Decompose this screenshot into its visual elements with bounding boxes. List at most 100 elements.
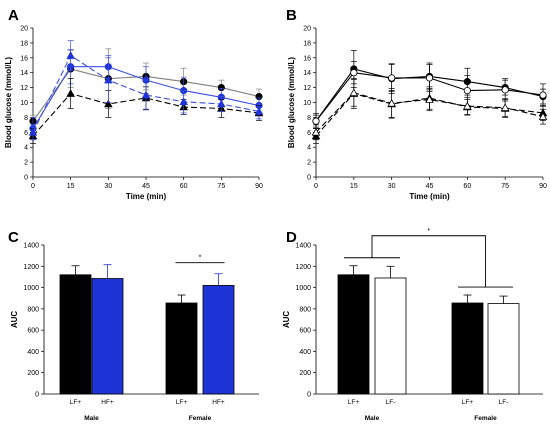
panel-b-series-3-point <box>349 88 359 97</box>
panel-b-y-tick-label: 0 <box>307 175 311 182</box>
panel-c-letter: C <box>8 229 19 246</box>
panel-a-x-tick-label: 75 <box>217 183 225 190</box>
panel-b-series-3-point <box>500 103 510 111</box>
panel-c-y-tick-label: 800 <box>27 306 39 313</box>
panel-a-y-tick-label: 10 <box>20 100 28 107</box>
panel-b-y-tick-label: 14 <box>303 70 311 77</box>
panel-c-y-tick-label: 0 <box>35 392 39 399</box>
panel-b-y-tick-label: 10 <box>303 100 311 107</box>
panel-b-series-3-point <box>387 98 396 107</box>
panel-a-y-tick-label: 14 <box>20 70 28 77</box>
panel-d-y-axis-label: AUC <box>282 311 291 329</box>
panel-d-y-tick-label: 800 <box>299 306 311 313</box>
panel-a-y-axis-label: Blood glucose (mmol/L) <box>4 57 13 148</box>
panel-b-series-1-point <box>463 86 471 95</box>
panel-d-bar-label: LF+ <box>462 399 474 406</box>
panel-b-x-tick-label: 0 <box>314 183 318 190</box>
panel-c-y-tick-label: 200 <box>27 370 39 377</box>
panel-b-series-1-point <box>350 69 358 77</box>
panel-c-bar <box>165 302 198 395</box>
panel-a-y-tick-label: 2 <box>24 160 28 167</box>
panel-a-y-tick-label: 6 <box>24 130 28 137</box>
panel-d-bar <box>337 274 370 395</box>
panel-a-x-axis-label: Time (min) <box>126 192 167 201</box>
panel-d-letter: D <box>286 229 297 246</box>
panel-d-group-label: Male <box>365 415 380 422</box>
panel-d-y-tick-label: 0 <box>307 392 311 399</box>
panel-b-y-tick-label: 12 <box>303 85 311 92</box>
panel-a-x-tick-label: 60 <box>180 183 188 190</box>
panel-c-bar-label: LF+ <box>70 399 82 406</box>
panel-a-y-tick-label: 20 <box>20 26 28 33</box>
panel-a-letter: A <box>8 7 19 24</box>
panel-d-bar <box>374 277 407 395</box>
panel-c-group-label: Male <box>84 415 99 422</box>
panel-a-series-3-point <box>28 127 38 136</box>
panel-b-series-3-point <box>425 95 434 103</box>
panel-c-bar <box>91 278 124 395</box>
panel-c-bar-label: LF+ <box>176 399 188 406</box>
panel-c-y-tick-label: 1000 <box>23 285 39 292</box>
panel-b-y-tick-label: 4 <box>307 145 311 152</box>
panel-b-series-1-point <box>539 91 547 99</box>
panel-a-series-3-point <box>217 99 226 108</box>
panel-a-series-3-point <box>254 107 264 115</box>
panel-b-letter: B <box>286 7 297 24</box>
panel-d-y-tick-label: 1200 <box>295 264 311 271</box>
panel-b-series-1-point <box>388 74 396 82</box>
panel-d-significance-bracket <box>371 235 486 288</box>
panel-b-x-tick-label: 45 <box>426 183 434 190</box>
panel-c-bar-label: HF+ <box>101 399 114 406</box>
panel-a-x-tick-label: 0 <box>31 183 35 190</box>
panel-a-series-3-point <box>104 75 113 84</box>
panel-b-y-tick-label: 6 <box>307 130 311 137</box>
panel-a-x-tick-label: 30 <box>104 183 112 190</box>
panel-b-series-1-point <box>501 86 509 94</box>
panel-b-series-1-point <box>425 74 434 82</box>
panel-a-y-tick-label: 4 <box>24 145 28 152</box>
panel-a-y-tick-label: 8 <box>24 115 28 122</box>
panel-c-bar <box>202 285 235 395</box>
panel-d-group-label: Female <box>474 415 497 422</box>
panel-d-bar-label: LF- <box>499 399 509 406</box>
panel-d-y-tick-label: 400 <box>299 349 311 356</box>
panel-c-y-tick-label: 1200 <box>23 264 39 271</box>
panel-b-x-tick-label: 30 <box>388 183 396 190</box>
panel-a-x-tick-label: 45 <box>142 183 150 190</box>
panel-b-y-tick-label: 16 <box>303 55 311 62</box>
panel-a-series-3-point <box>179 97 188 106</box>
panel-c-y-axis-label: AUC <box>10 311 19 329</box>
panel-c-y-tick-label: 400 <box>27 349 39 356</box>
panel-d-y-tick-label: 200 <box>299 370 311 377</box>
panel-b-y-tick-label: 8 <box>307 115 311 122</box>
panel-b-y-tick-label: 2 <box>307 160 311 167</box>
panel-a-y-tick-label: 0 <box>24 175 28 182</box>
panel-a-x-tick-label: 90 <box>255 183 263 190</box>
panel-a-series-2-point <box>104 99 113 108</box>
panel-b-y-axis-label: Blood glucose (mmol/L) <box>287 57 296 148</box>
panel-b-x-tick-label: 60 <box>463 183 471 190</box>
panel-b-y-tick-label: 18 <box>303 40 311 47</box>
panel-a-series-3-point <box>141 90 151 99</box>
panel-d-y-tick-label: 600 <box>299 328 311 335</box>
panel-b-x-axis-label: Time (min) <box>409 192 450 201</box>
panel-d-y-tick-label: 1000 <box>295 285 311 292</box>
panel-b-x-tick-label: 15 <box>350 183 358 190</box>
panel-c-y-tick-label: 1400 <box>23 243 39 250</box>
panel-a-y-tick-label: 18 <box>20 40 28 47</box>
panel-c-bar-label: HF+ <box>212 399 225 406</box>
panel-d-bar <box>451 302 484 395</box>
panel-b-series-3-point <box>311 127 321 136</box>
panel-d-bar <box>487 303 520 395</box>
panel-b-series-3-point <box>538 112 548 120</box>
panel-b-y-tick-label: 20 <box>303 26 311 33</box>
panel-c-significance-star: * <box>199 255 202 262</box>
panel-c-y-tick-label: 600 <box>27 328 39 335</box>
panel-a-y-tick-label: 12 <box>20 85 28 92</box>
panel-c-group-label: Female <box>189 415 212 422</box>
panel-d-bar-label: LF+ <box>348 399 360 406</box>
panel-a-series-2-point <box>66 89 75 97</box>
panel-b-x-tick-label: 75 <box>501 183 509 190</box>
